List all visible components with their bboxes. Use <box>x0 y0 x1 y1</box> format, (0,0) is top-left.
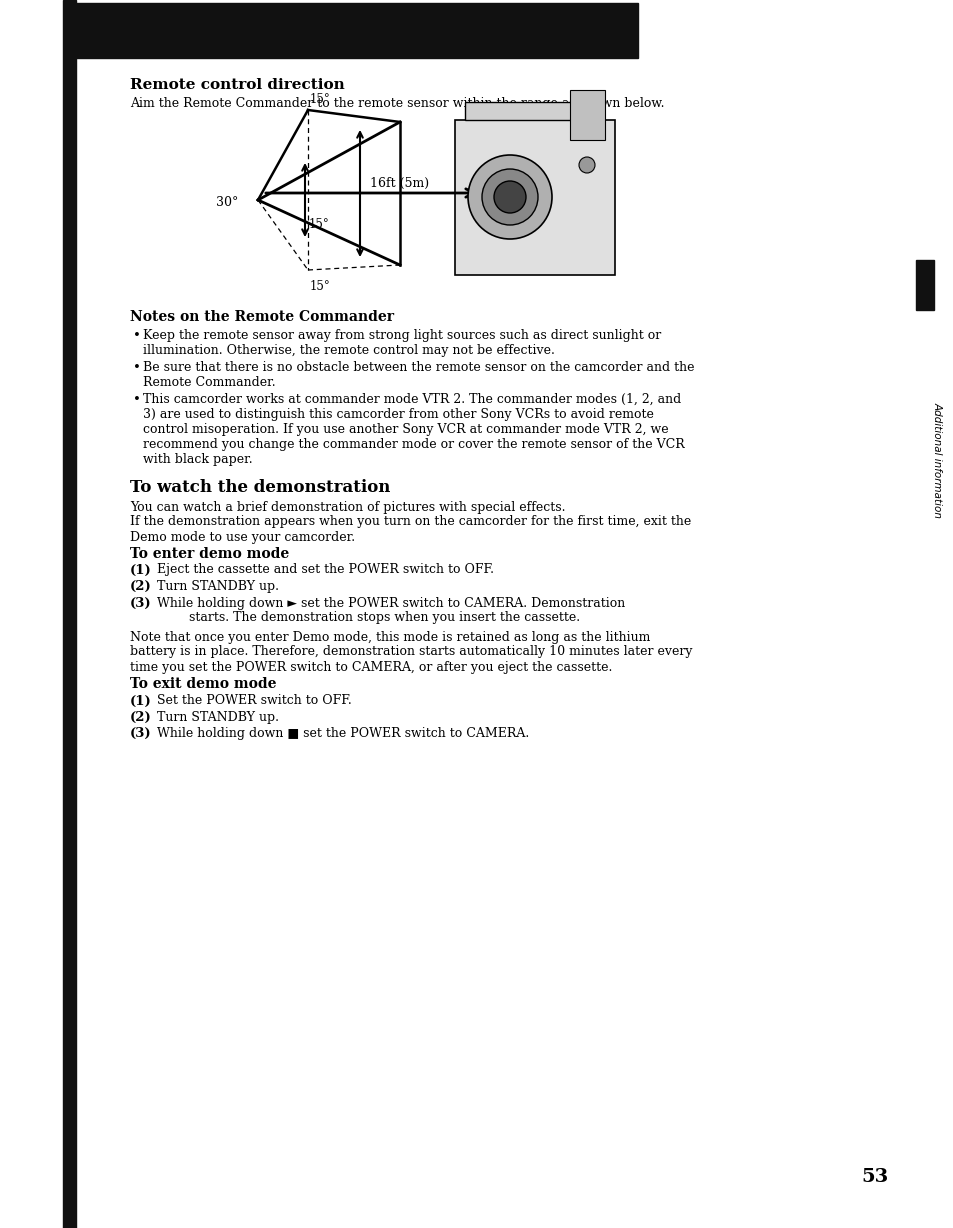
Text: 30°: 30° <box>215 195 237 209</box>
Bar <box>915 260 933 309</box>
Text: If the demonstration appears when you turn on the camcorder for the first time, : If the demonstration appears when you tu… <box>130 516 691 544</box>
Text: •: • <box>132 329 141 343</box>
Text: Note that once you enter Demo mode, this mode is retained as long as the lithium: Note that once you enter Demo mode, this… <box>130 630 692 673</box>
Circle shape <box>494 181 525 212</box>
Text: To enter demo mode: To enter demo mode <box>130 546 289 560</box>
Circle shape <box>578 157 595 173</box>
Bar <box>76 2 638 58</box>
Text: Remote control direction: Remote control direction <box>130 79 344 92</box>
Text: To watch the demonstration: To watch the demonstration <box>130 479 390 496</box>
Text: Turn STANDBY up.: Turn STANDBY up. <box>157 711 278 723</box>
Text: This camcorder works at commander mode VTR 2. The commander modes (1, 2, and
3) : This camcorder works at commander mode V… <box>143 393 684 465</box>
Circle shape <box>468 155 552 239</box>
Text: •: • <box>132 393 141 406</box>
Bar <box>63 0 76 1228</box>
Text: While holding down ► set the POWER switch to CAMERA. Demonstration
        start: While holding down ► set the POWER switc… <box>157 597 624 625</box>
Text: (1): (1) <box>130 695 152 707</box>
Text: (2): (2) <box>130 711 152 723</box>
Text: (1): (1) <box>130 564 152 576</box>
Text: While holding down ■ set the POWER switch to CAMERA.: While holding down ■ set the POWER switc… <box>157 727 529 739</box>
Text: Keep the remote sensor away from strong light sources such as direct sunlight or: Keep the remote sensor away from strong … <box>143 329 660 357</box>
Text: 15°: 15° <box>309 219 330 232</box>
Text: 15°: 15° <box>310 93 331 106</box>
Bar <box>464 102 595 120</box>
Text: (3): (3) <box>130 597 152 609</box>
Text: 15°: 15° <box>310 280 331 293</box>
Text: Additional information: Additional information <box>932 402 942 518</box>
Text: Notes on the Remote Commander: Notes on the Remote Commander <box>130 309 394 324</box>
Text: •: • <box>132 361 141 375</box>
Text: (3): (3) <box>130 727 152 739</box>
Text: Set the POWER switch to OFF.: Set the POWER switch to OFF. <box>157 695 352 707</box>
Text: 16ft (5m): 16ft (5m) <box>370 177 429 190</box>
Text: (2): (2) <box>130 580 152 593</box>
Text: Be sure that there is no obstacle between the remote sensor on the camcorder and: Be sure that there is no obstacle betwee… <box>143 361 694 389</box>
Text: Eject the cassette and set the POWER switch to OFF.: Eject the cassette and set the POWER swi… <box>157 564 494 576</box>
Text: Turn STANDBY up.: Turn STANDBY up. <box>157 580 278 593</box>
Circle shape <box>481 169 537 225</box>
Text: To exit demo mode: To exit demo mode <box>130 678 276 691</box>
Text: 53: 53 <box>861 1168 887 1186</box>
Text: Aim the Remote Commander to the remote sensor within the range as shown below.: Aim the Remote Commander to the remote s… <box>130 97 664 111</box>
Bar <box>455 120 615 275</box>
Text: You can watch a brief demonstration of pictures with special effects.: You can watch a brief demonstration of p… <box>130 501 565 513</box>
Bar <box>569 90 604 140</box>
